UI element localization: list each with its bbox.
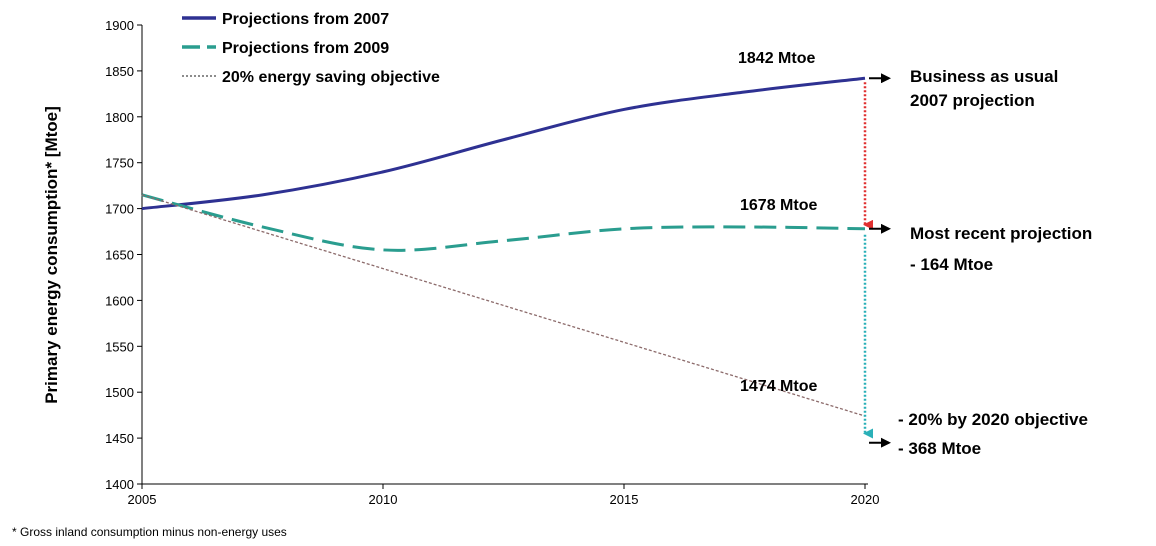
value-label-2007: 1842 Mtoe: [738, 50, 815, 67]
y-tick-label: 1550: [105, 339, 134, 354]
legend-item-2007: Projections from 2007: [182, 11, 389, 28]
series-layer: [141, 76, 866, 417]
y-tick-label: 1750: [105, 156, 134, 171]
series-line-objective: [141, 194, 866, 417]
legend: Projections from 2007 Projections from 2…: [182, 11, 440, 86]
y-tick-label: 1850: [105, 64, 134, 79]
objective-label-line2: - 368 Mtoe: [898, 439, 981, 458]
y-tick-label: 1600: [105, 293, 134, 308]
value-label-2009: 1678 Mtoe: [740, 197, 817, 214]
legend-item-2009: Projections from 2009: [182, 40, 389, 57]
y-tick-label: 1700: [105, 202, 134, 217]
x-tick-label: 2020: [851, 492, 880, 507]
footnote: * Gross inland consumption minus non-ene…: [12, 525, 287, 539]
bau-label-line1: Business as usual: [910, 67, 1058, 86]
x-ticks: 2005 2010 2015 2020: [128, 484, 880, 507]
legend-label-2007: Projections from 2007: [222, 11, 389, 28]
y-tick-label: 1900: [105, 18, 134, 33]
recent-label-line2: - 164 Mtoe: [910, 255, 993, 274]
y-tick-label: 1650: [105, 248, 134, 263]
objective-label-line1: - 20% by 2020 objective: [898, 410, 1088, 429]
recent-label-line1: Most recent projection: [910, 224, 1092, 243]
y-ticks: 1400 1450 1500 1550 1600 1650 1700 1750 1800 1850…: [105, 18, 142, 492]
value-label-objective: 1474 Mtoe: [740, 378, 817, 395]
y-tick-label: 1500: [105, 385, 134, 400]
x-tick-label: 2015: [610, 492, 639, 507]
x-tick-label: 2010: [369, 492, 398, 507]
y-tick-label: 1800: [105, 110, 134, 125]
y-axis-title: Primary energy consumption* [Mtoe]: [42, 106, 61, 404]
y-tick-label: 1450: [105, 431, 134, 446]
x-tick-label: 2005: [128, 492, 157, 507]
bau-label-line2: 2007 projection: [910, 91, 1035, 110]
legend-label-2009: Projections from 2009: [222, 40, 389, 57]
y-tick-label: 1400: [105, 477, 134, 492]
legend-label-objective: 20% energy saving objective: [222, 69, 440, 86]
series-line-2009: [141, 193, 866, 252]
legend-item-objective: 20% energy saving objective: [182, 69, 440, 86]
series-line-2007: [141, 76, 866, 211]
